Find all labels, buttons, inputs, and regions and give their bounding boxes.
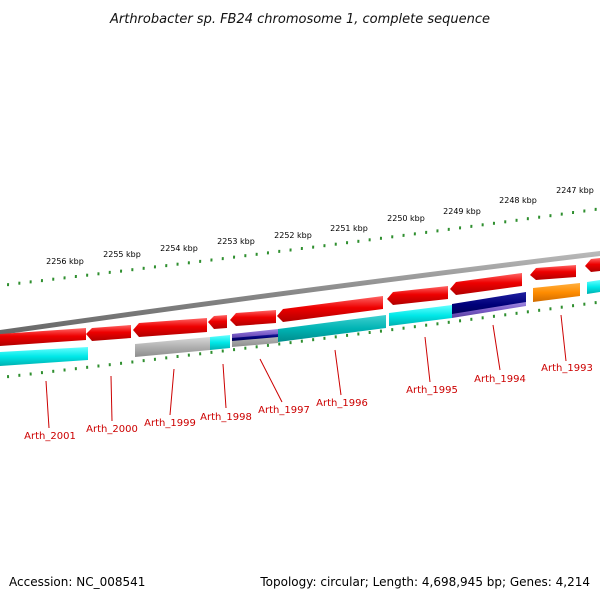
reverse-strand-features [0,280,600,366]
gene-label[interactable]: Arth_1998 [200,412,252,423]
gene-arrow[interactable] [133,318,207,337]
leader-line [259,358,283,403]
feature-block[interactable] [278,315,386,342]
map-title: Arthrobacter sp. FB24 chromosome 1, comp… [109,12,490,27]
gene-arrow[interactable] [530,265,576,280]
accession-label: Accession: NC_008541 [9,575,145,589]
forward-strand-genes [0,258,600,346]
gene-arrow[interactable] [387,286,448,305]
feature-block[interactable] [452,302,526,318]
leader-line [45,380,50,429]
feature-block[interactable] [135,337,210,357]
scale-ticks-inner [7,301,597,379]
leader-line [222,363,227,409]
leader-line [334,349,342,396]
gene-label[interactable]: Arth_1997 [258,405,310,416]
kbp-label: 2252 kbp [274,231,312,240]
kbp-scale-labels: 2256 kbp 2255 kbp 2254 kbp 2253 kbp 2252… [46,186,594,266]
kbp-label: 2251 kbp [330,224,368,233]
gene-arrow[interactable] [230,310,276,326]
gene-label[interactable]: Arth_1996 [316,398,368,409]
feature-block[interactable] [389,305,452,326]
leader-line [424,336,431,383]
leader-line [110,375,113,422]
gene-arrow[interactable] [86,325,131,341]
feature-block[interactable] [232,329,278,339]
gene-arrow[interactable] [0,328,86,346]
gene-label[interactable]: Arth_2000 [86,424,138,435]
kbp-label: 2256 kbp [46,257,84,266]
leader-line [560,314,567,362]
scale-ticks-outer [7,207,597,287]
feature-block[interactable] [533,283,580,302]
gene-label[interactable]: Arth_1999 [144,418,196,429]
gene-label[interactable]: Arth_1994 [474,374,526,385]
gene-labels: Arth_2001 Arth_2000 Arth_1999 Arth_1998 … [24,363,593,442]
feature-block[interactable] [587,280,600,294]
gene-label[interactable]: Arth_2001 [24,431,76,442]
gene-label-leaders [45,314,567,429]
gene-arrow[interactable] [585,258,600,272]
feature-block[interactable] [210,335,230,350]
leader-line [492,324,501,371]
kbp-label: 2250 kbp [387,214,425,223]
gene-arrow[interactable] [208,315,227,329]
gene-arrow[interactable] [277,296,383,322]
gene-arrow[interactable] [450,273,522,295]
kbp-label: 2253 kbp [217,237,255,246]
kbp-label: 2248 kbp [499,196,537,205]
kbp-label: 2255 kbp [103,250,141,259]
feature-block[interactable] [452,292,526,317]
chromosome-backbone [0,251,600,335]
leader-line [169,368,175,416]
genome-summary: Topology: circular; Length: 4,698,945 bp… [259,575,590,589]
feature-block[interactable] [0,347,88,366]
gene-label[interactable]: Arth_1993 [541,363,593,374]
kbp-label: 2249 kbp [443,207,481,216]
kbp-label: 2247 kbp [556,186,594,195]
gene-label[interactable]: Arth_1995 [406,385,458,396]
feature-block[interactable] [232,334,278,341]
kbp-label: 2254 kbp [160,244,198,253]
